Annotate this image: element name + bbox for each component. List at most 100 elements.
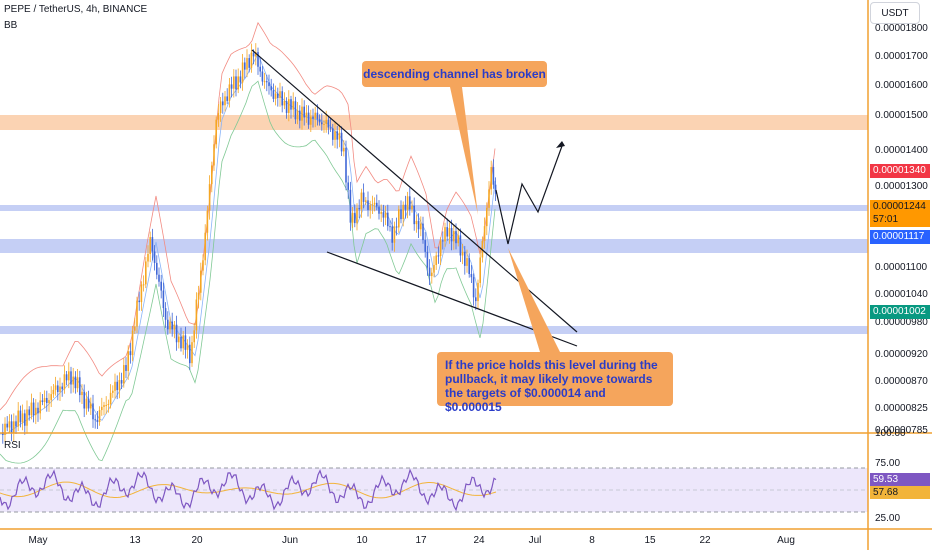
candle-body — [387, 212, 389, 227]
candle-body — [261, 71, 264, 82]
time-axis[interactable]: May 13 20 Jun 10 17 24 Jul 8 15 22 Aug — [29, 535, 795, 546]
candle-body — [39, 400, 41, 414]
candle-body — [92, 403, 94, 420]
price-tick-label: 0.00000980 — [875, 317, 928, 328]
candle-body — [294, 101, 297, 120]
candle-body — [123, 365, 125, 384]
candle-body — [208, 184, 211, 211]
candle-body — [224, 96, 226, 106]
candle-body — [149, 237, 151, 254]
candle-body — [189, 344, 191, 364]
candle-body — [283, 101, 286, 106]
price-tick-label: 0.00001040 — [875, 289, 928, 300]
candle-body — [266, 81, 268, 83]
time-tick-label: Aug — [777, 535, 795, 546]
candle-body — [351, 212, 354, 223]
candle-body — [453, 231, 455, 242]
currency-button[interactable]: USDT — [870, 2, 920, 24]
candle-body — [228, 84, 231, 101]
bb-indicator-label[interactable]: BB — [4, 20, 18, 31]
candle-body — [151, 237, 154, 252]
candle-body — [156, 262, 158, 275]
candle-body — [184, 335, 187, 350]
candle-body — [422, 223, 424, 241]
candle-body — [127, 351, 129, 371]
candle-body — [193, 330, 195, 343]
rsi-line — [0, 468, 497, 512]
rsi-tick-label: 25.00 — [875, 513, 900, 524]
candle-body — [10, 421, 13, 433]
candle-body — [255, 52, 257, 57]
candle-body — [206, 210, 209, 233]
candle-body — [153, 251, 156, 263]
candle-body — [246, 58, 248, 70]
candle-body — [180, 336, 182, 349]
candle-body — [43, 397, 46, 402]
bollinger-bands — [0, 21, 496, 464]
candle-body — [46, 397, 48, 404]
candle-body — [83, 391, 85, 409]
candle-body — [475, 297, 477, 302]
candle-body — [340, 132, 343, 152]
candle-body — [54, 385, 57, 390]
candle-body — [395, 226, 398, 228]
candle-body — [360, 192, 363, 210]
candle-body — [103, 405, 105, 407]
candle-body — [409, 196, 411, 210]
candle-body — [349, 189, 352, 223]
candle-body — [488, 189, 490, 208]
time-tick-label: 17 — [415, 535, 427, 546]
low-price-tag: 0.00001002 — [870, 305, 930, 319]
bb-upper-line — [0, 21, 496, 411]
candle-body — [384, 212, 387, 218]
candle-body — [134, 326, 136, 331]
candle-body — [334, 131, 336, 140]
candle-body — [321, 122, 323, 125]
candle-body — [15, 421, 17, 427]
projected-arrowhead — [556, 141, 565, 148]
candle-body — [369, 205, 371, 210]
price-tick-label: 0.00001600 — [875, 80, 928, 91]
candle-body — [37, 407, 39, 414]
candle-body — [48, 400, 50, 404]
candle-body — [32, 402, 35, 416]
candle-body — [74, 376, 77, 389]
support-price-tag: 0.00001117 — [870, 230, 930, 244]
candle-body — [446, 227, 448, 237]
callout-bottom-pointer — [508, 248, 560, 352]
callout-top-pointer — [450, 87, 478, 215]
candle-body — [367, 200, 369, 210]
candle-body — [138, 300, 140, 303]
candle-body — [248, 58, 250, 68]
candle-body — [318, 119, 321, 123]
candle-body — [213, 144, 215, 166]
candle-body — [307, 112, 310, 125]
candle-body — [169, 321, 171, 330]
rsi-ma-value-tag: 57.68 — [870, 486, 930, 499]
price-tick-label: 0.00001700 — [875, 51, 928, 62]
candle-body — [281, 91, 283, 106]
symbol-title[interactable]: PEPE / TetherUS, 4h, BINANCE — [4, 4, 148, 15]
candle-body — [35, 407, 37, 416]
candle-body — [81, 391, 83, 396]
candle-body — [171, 321, 173, 330]
candle-body — [393, 226, 396, 243]
candle-body — [459, 235, 462, 256]
candle-body — [182, 335, 184, 349]
rsi-axis[interactable]: 100.00 75.00 25.00 — [875, 428, 906, 524]
candle-body — [268, 82, 270, 87]
candle-body — [4, 423, 6, 435]
candle-body — [52, 389, 55, 395]
rsi-indicator-label[interactable]: RSI — [4, 440, 21, 451]
candle-body — [68, 371, 70, 381]
candle-body — [250, 52, 253, 68]
callout-channel-broken: descending channel has broken — [362, 61, 547, 87]
candle-body — [356, 208, 358, 224]
candle-body — [345, 147, 347, 183]
candle-body — [202, 260, 204, 271]
candle-body — [479, 257, 481, 283]
callout-targets: If the price holds this level during the… — [437, 352, 673, 414]
candle-body — [371, 204, 374, 206]
candle-body — [241, 62, 244, 83]
